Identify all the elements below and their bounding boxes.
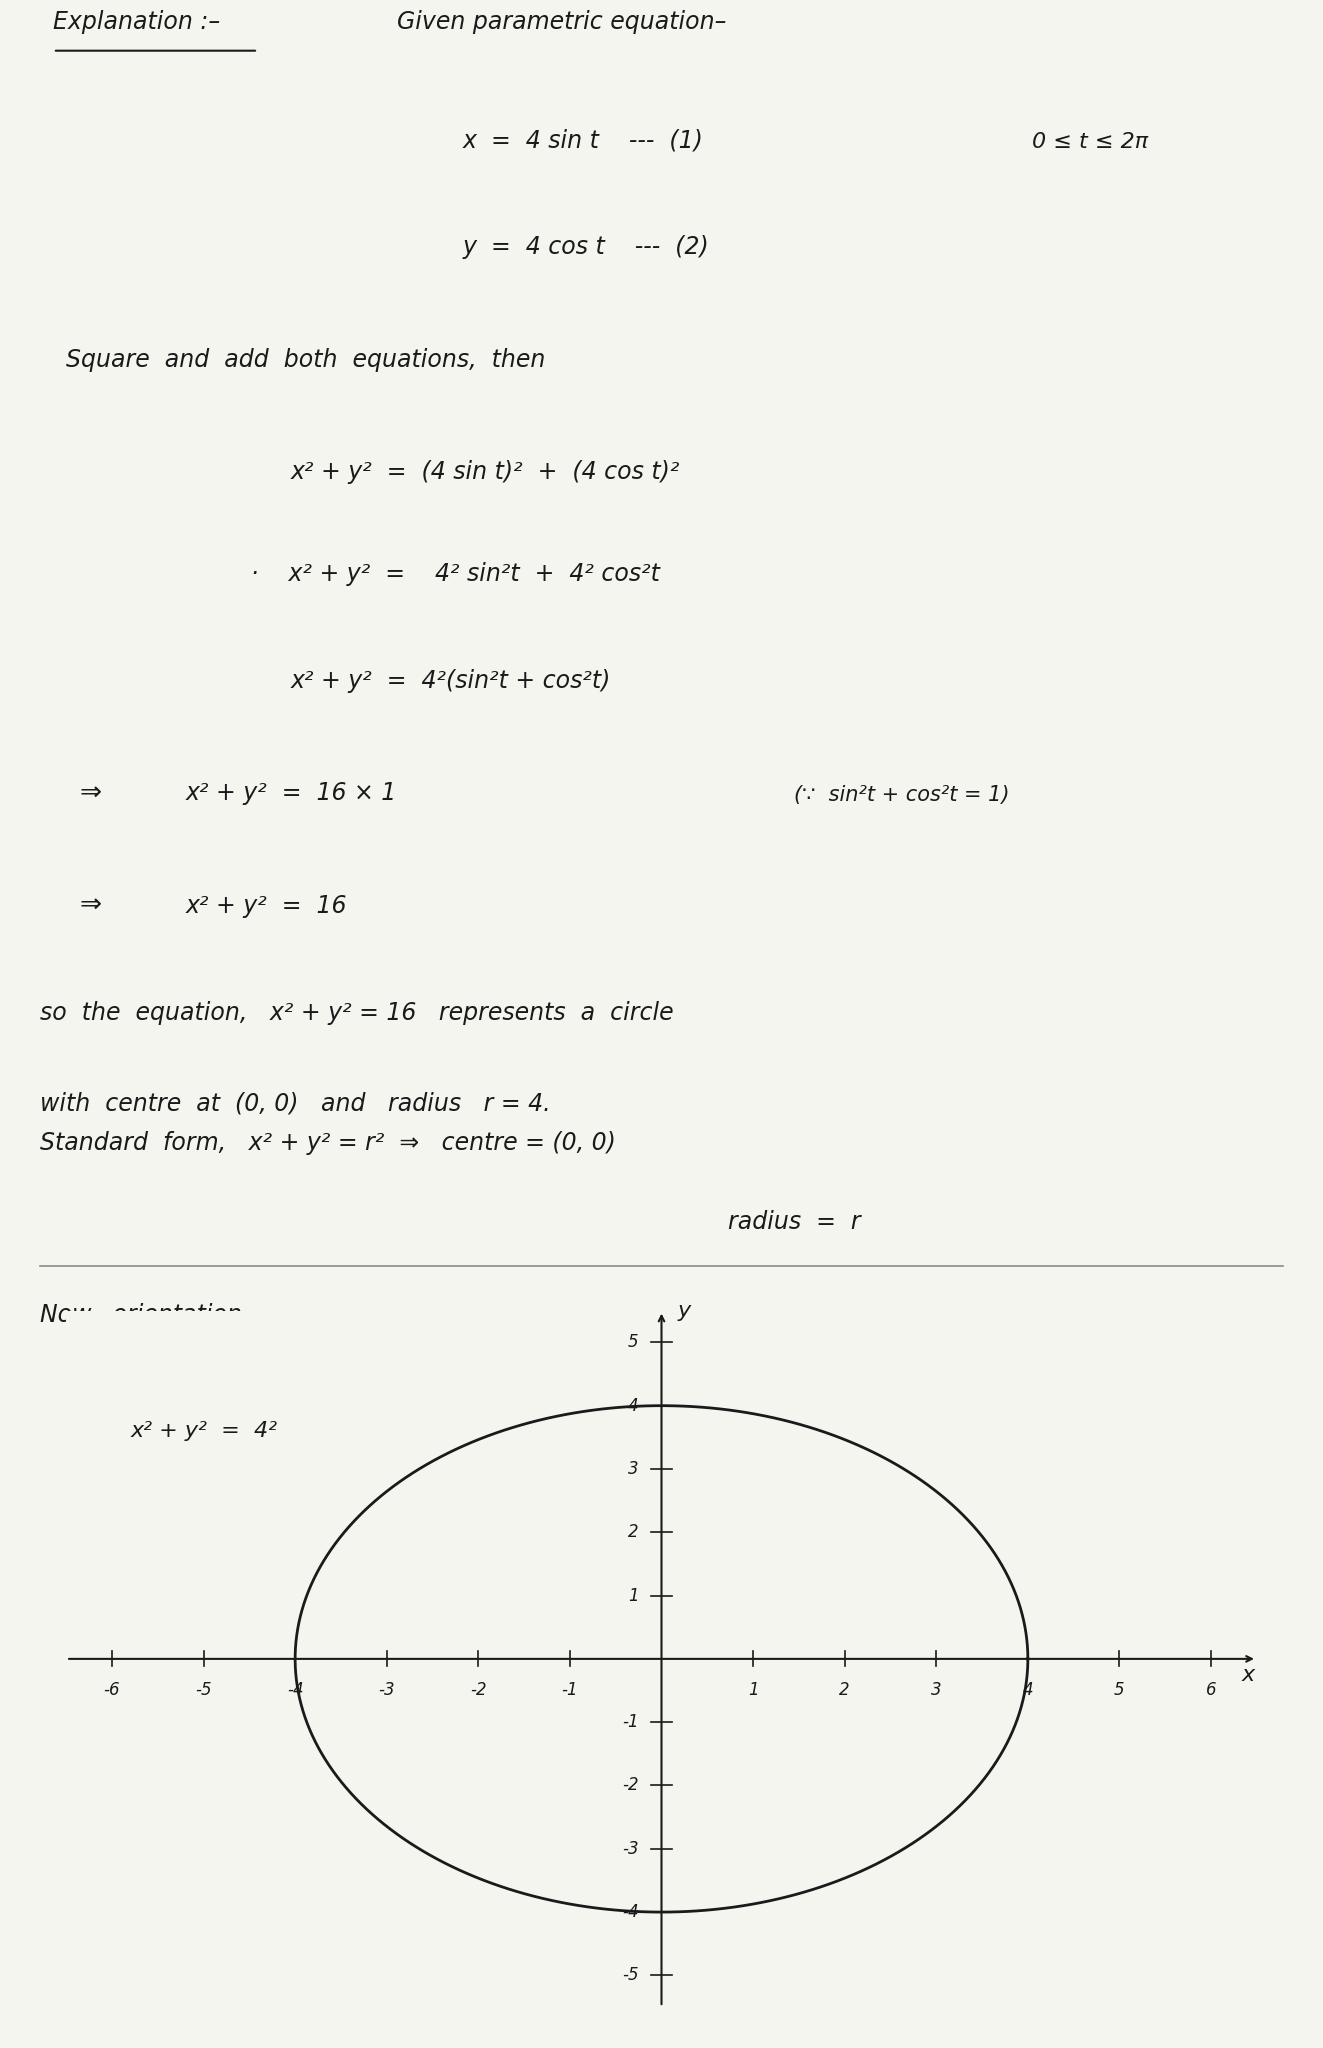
Text: 1: 1 xyxy=(628,1587,639,1604)
Text: x² + y²  =  4²(sin²t + cos²t): x² + y² = 4²(sin²t + cos²t) xyxy=(291,670,611,692)
Text: -2: -2 xyxy=(622,1776,639,1794)
Text: -5: -5 xyxy=(196,1681,212,1700)
Text: 0 ≤ t ≤ 2π: 0 ≤ t ≤ 2π xyxy=(1032,131,1148,152)
Text: 4: 4 xyxy=(1023,1681,1033,1700)
Text: -1: -1 xyxy=(622,1714,639,1731)
Text: y: y xyxy=(677,1300,691,1321)
Text: 3: 3 xyxy=(628,1460,639,1479)
Text: -5: -5 xyxy=(622,1966,639,1985)
Text: 2: 2 xyxy=(839,1681,849,1700)
Text: Now,  orientation: Now, orientation xyxy=(40,1303,242,1327)
Text: 4: 4 xyxy=(628,1397,639,1415)
Text: x² + y²  =  (4 sin t)²  +  (4 cos t)²: x² + y² = (4 sin t)² + (4 cos t)² xyxy=(291,461,680,483)
Text: -4: -4 xyxy=(622,1903,639,1921)
Text: -1: -1 xyxy=(561,1681,578,1700)
Text: Standard  form,   x² + y² = r²  ⇒   centre = (0, 0): Standard form, x² + y² = r² ⇒ centre = (… xyxy=(40,1130,615,1155)
Text: 5: 5 xyxy=(1114,1681,1125,1700)
Text: x² + y²  =  16: x² + y² = 16 xyxy=(185,895,347,918)
Text: -4: -4 xyxy=(287,1681,303,1700)
Text: y  =  4 cos t    ---  (2): y = 4 cos t --- (2) xyxy=(463,236,710,258)
Text: radius  =  r: radius = r xyxy=(728,1210,860,1233)
Text: ·    x² + y²  =    4² sin²t  +  4² cos²t: · x² + y² = 4² sin²t + 4² cos²t xyxy=(251,561,660,586)
Text: 3: 3 xyxy=(931,1681,942,1700)
Text: Square  and  add  both  equations,  then: Square and add both equations, then xyxy=(66,348,545,373)
Text: ⇒: ⇒ xyxy=(79,893,102,918)
Text: -3: -3 xyxy=(378,1681,396,1700)
Text: 2: 2 xyxy=(628,1524,639,1542)
Text: 6: 6 xyxy=(1205,1681,1216,1700)
Text: -3: -3 xyxy=(622,1839,639,1858)
Text: with  centre  at  (0, 0)   and   radius   r = 4.: with centre at (0, 0) and radius r = 4. xyxy=(40,1092,550,1114)
Text: -6: -6 xyxy=(103,1681,120,1700)
Text: x: x xyxy=(1241,1665,1254,1686)
Text: ⇒: ⇒ xyxy=(79,780,102,805)
Text: Given parametric equation–: Given parametric equation– xyxy=(397,10,726,33)
Text: x  =  4 sin t    ---  (1): x = 4 sin t --- (1) xyxy=(463,129,704,152)
Text: x² + y²  =  16 × 1: x² + y² = 16 × 1 xyxy=(185,782,397,805)
Text: Explanation :–: Explanation :– xyxy=(53,10,220,33)
Text: (∵  sin²t + cos²t = 1): (∵ sin²t + cos²t = 1) xyxy=(794,784,1009,805)
Text: 1: 1 xyxy=(747,1681,758,1700)
Text: so  the  equation,   x² + y² = 16   represents  a  circle: so the equation, x² + y² = 16 represents… xyxy=(40,1001,673,1024)
Text: x² + y²  =  4²: x² + y² = 4² xyxy=(130,1421,278,1442)
Text: -2: -2 xyxy=(470,1681,487,1700)
Text: 5: 5 xyxy=(628,1333,639,1352)
